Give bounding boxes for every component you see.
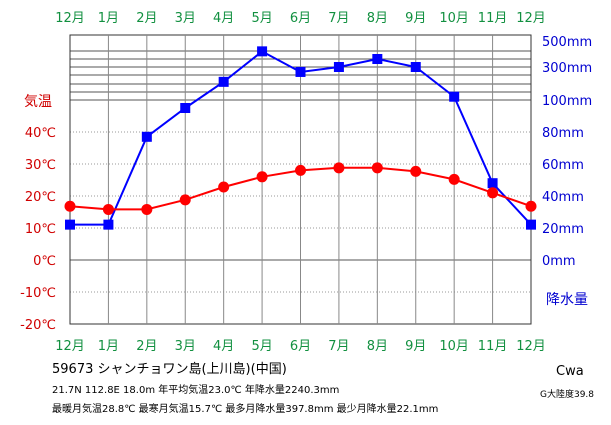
month-label-bottom: 7月 bbox=[328, 339, 349, 354]
month-label-top: 9月 bbox=[405, 11, 426, 26]
month-label-bottom: 5月 bbox=[251, 339, 272, 354]
precip-point bbox=[410, 62, 421, 72]
month-label-bottom: 8月 bbox=[367, 339, 388, 354]
source-index: G大陸度39.8 bbox=[540, 390, 595, 400]
temp-tick-label: -10℃ bbox=[20, 286, 56, 301]
temp-point bbox=[487, 187, 499, 199]
precip-point bbox=[333, 62, 344, 72]
precip-point bbox=[180, 103, 191, 113]
precip-tick-label: 500mm bbox=[542, 35, 592, 50]
station-info: 21.7N 112.8E 18.0m 年平均気温23.0℃ 年降水量2240.3… bbox=[52, 385, 340, 396]
precip-point bbox=[449, 91, 460, 102]
month-label-bottom: 12月 bbox=[55, 339, 85, 354]
temp-point bbox=[295, 164, 306, 176]
top-month-labels: 12月 1月 2月 3月 4月 5月 6月 7月 8月 9月 10月 11月 12月 bbox=[55, 11, 546, 26]
precip-point bbox=[141, 131, 152, 142]
temp-axis-ticks: 40℃ 30℃ 20℃ 10℃ 0℃ -10℃ -20℃ bbox=[20, 126, 56, 333]
temp-point bbox=[371, 162, 383, 174]
month-label-bottom: 12月 bbox=[516, 339, 546, 354]
month-label-bottom: 6月 bbox=[290, 339, 311, 354]
precip-axis-title: 降水量 bbox=[546, 292, 588, 308]
month-label-top: 12月 bbox=[516, 11, 546, 26]
temp-point bbox=[410, 165, 422, 177]
month-label-top: 7月 bbox=[328, 11, 349, 26]
month-label-bottom: 4月 bbox=[213, 339, 234, 354]
bottom-month-labels: 12月 1月 2月 3月 4月 5月 6月 7月 8月 9月 10月 11月 12月 bbox=[55, 339, 546, 354]
month-label-top: 2月 bbox=[136, 11, 157, 26]
month-label-bottom: 1月 bbox=[98, 339, 119, 354]
temp-tick-label: 0℃ bbox=[33, 254, 56, 269]
temp-point bbox=[525, 200, 537, 212]
temp-axis-title: 気温 bbox=[24, 94, 52, 110]
precip-series bbox=[65, 46, 536, 230]
precip-axis-ticks: 500mm 300mm 100mm 80mm 60mm 40mm 20mm 0mm bbox=[542, 35, 592, 269]
temp-point bbox=[256, 171, 268, 183]
month-label-bottom: 10月 bbox=[439, 339, 469, 354]
station-extremes: 最暖月気温28.8℃ 最寒月気温15.7℃ 最多月降水量397.8mm 最少月降… bbox=[52, 404, 439, 415]
precip-tick-label: 100mm bbox=[542, 94, 592, 109]
month-label-bottom: 2月 bbox=[136, 339, 157, 354]
precip-point bbox=[257, 46, 268, 57]
temp-series bbox=[64, 162, 537, 215]
month-label-top: 11月 bbox=[478, 11, 508, 26]
month-label-top: 12月 bbox=[55, 11, 85, 26]
temp-point bbox=[64, 200, 76, 212]
temp-tick-label: -20℃ bbox=[20, 318, 56, 333]
precip-point bbox=[487, 178, 498, 189]
temp-point bbox=[448, 173, 460, 185]
temp-tick-label: 20℃ bbox=[25, 190, 56, 205]
precip-point bbox=[103, 219, 114, 230]
month-label-bottom: 9月 bbox=[405, 339, 426, 354]
precip-point bbox=[526, 219, 536, 230]
temp-point bbox=[141, 203, 153, 215]
month-label-top: 1月 bbox=[98, 11, 119, 26]
month-label-top: 5月 bbox=[251, 11, 272, 26]
precip-tick-label: 80mm bbox=[542, 126, 584, 141]
climate-class: Cwa bbox=[556, 364, 584, 379]
temp-point bbox=[333, 162, 345, 174]
precip-tick-label: 300mm bbox=[542, 61, 592, 76]
precip-point bbox=[295, 66, 306, 77]
precip-tick-label: 0mm bbox=[542, 254, 576, 269]
precip-tick-label: 40mm bbox=[542, 190, 584, 205]
temp-point bbox=[218, 181, 230, 193]
precip-point bbox=[372, 54, 383, 64]
precip-tick-label: 60mm bbox=[542, 158, 584, 173]
month-label-bottom: 3月 bbox=[175, 339, 196, 354]
temp-tick-label: 40℃ bbox=[25, 126, 56, 141]
month-label-top: 10月 bbox=[439, 11, 469, 26]
month-label-bottom: 11月 bbox=[478, 339, 508, 354]
month-label-top: 8月 bbox=[367, 11, 388, 26]
precip-tick-label: 20mm bbox=[542, 222, 584, 237]
precip-point bbox=[65, 219, 75, 230]
station-name: 59673 シャンチョワン島(上川島)(中国) bbox=[52, 362, 287, 377]
month-label-top: 3月 bbox=[175, 11, 196, 26]
temp-point bbox=[102, 203, 114, 215]
month-label-top: 4月 bbox=[213, 11, 234, 26]
month-label-top: 6月 bbox=[290, 11, 311, 26]
temp-point bbox=[179, 194, 191, 206]
precip-point bbox=[218, 76, 229, 87]
temp-tick-label: 10℃ bbox=[25, 222, 56, 237]
temp-tick-label: 30℃ bbox=[25, 158, 56, 173]
chart-grid bbox=[69, 34, 532, 325]
